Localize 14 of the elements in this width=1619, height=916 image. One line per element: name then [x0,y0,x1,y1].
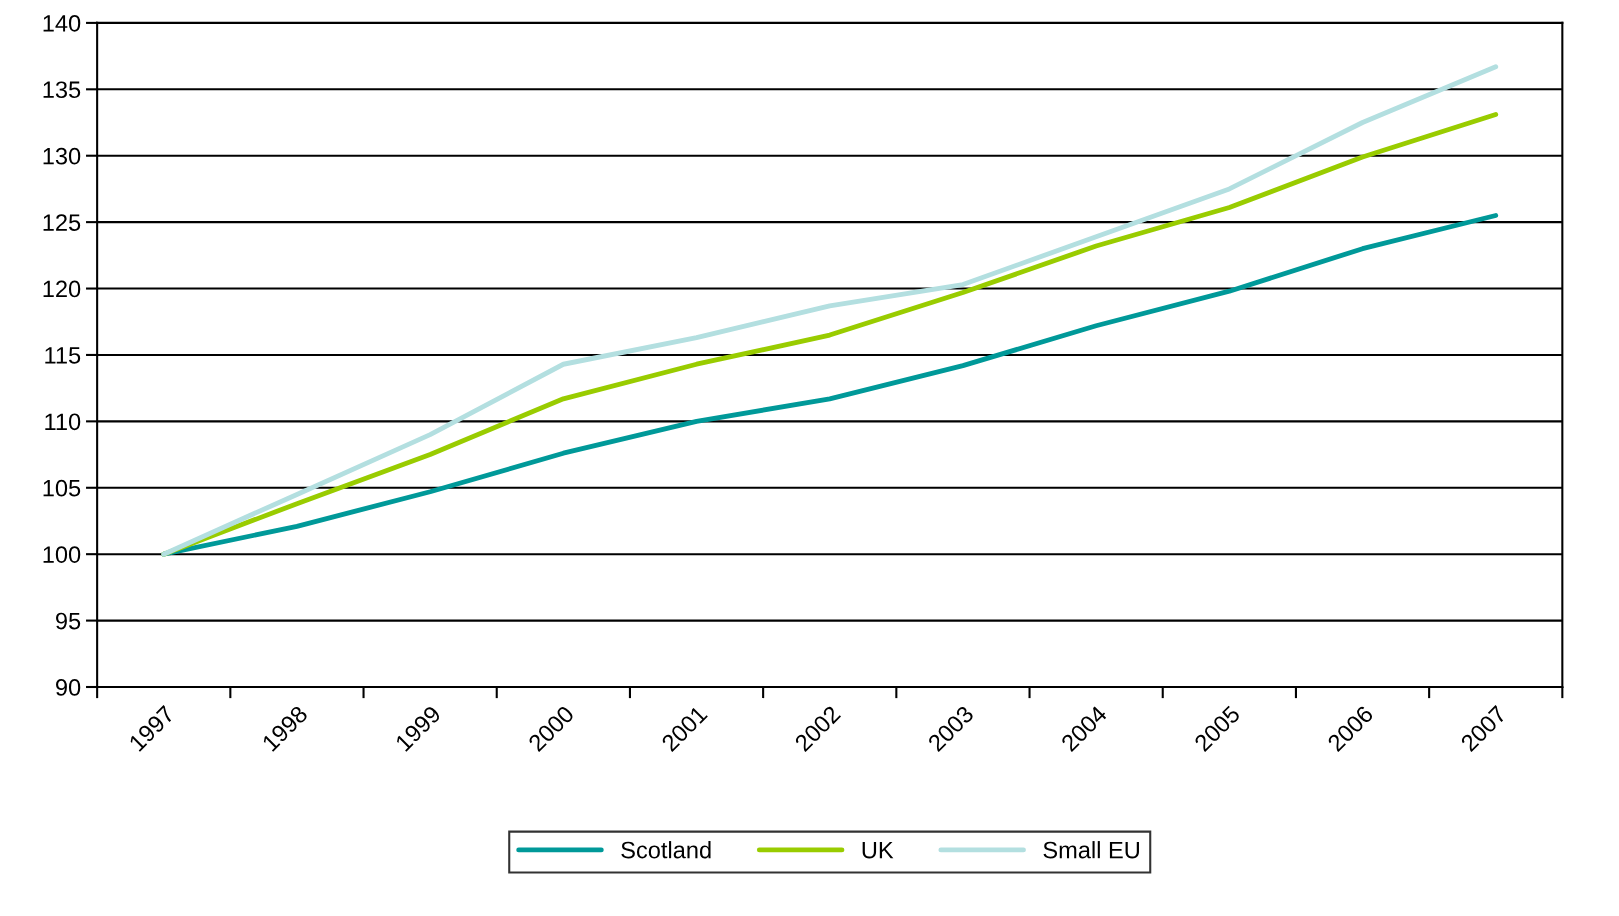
legend-label: Small EU [1043,841,1139,859]
y-tick-label: 120 [43,280,81,298]
y-tick-label: 135 [43,81,81,99]
legend-label: Scotland [621,841,711,859]
y-tick-label: 140 [43,14,81,32]
y-tick-label: 110 [45,413,81,431]
y-tick-label: 105 [43,479,81,497]
y-tick-label: 130 [43,147,81,165]
legend-label: UK [862,841,894,859]
y-tick-label: 90 [56,679,81,696]
y-tick-label: 100 [43,546,81,563]
y-tick-label: 95 [56,612,81,630]
y-tick-label: 115 [45,347,81,364]
y-tick-label: 125 [43,214,81,231]
